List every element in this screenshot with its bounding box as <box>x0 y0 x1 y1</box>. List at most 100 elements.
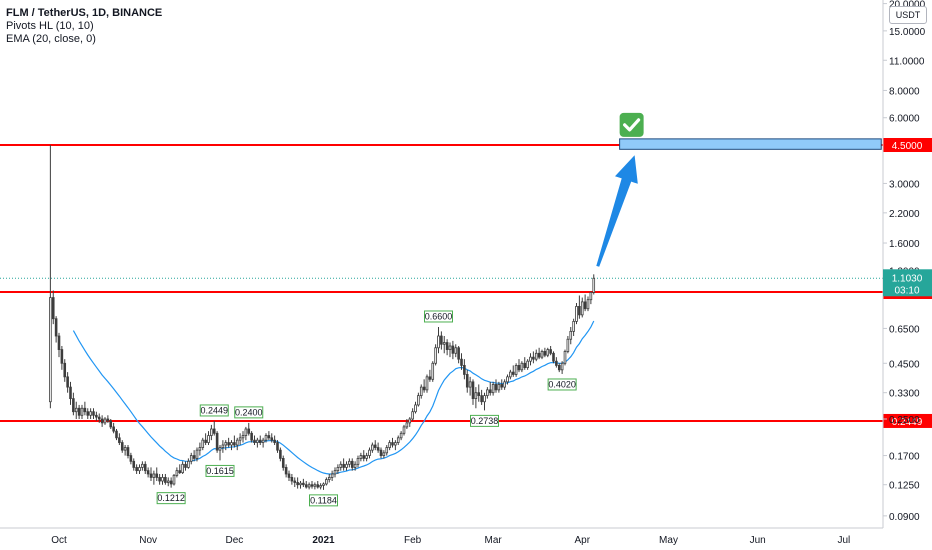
candle-body <box>552 352 555 362</box>
pivot-low-label: 0.2738 <box>471 416 499 426</box>
candle-body <box>302 482 305 486</box>
currency-button[interactable]: USDT <box>889 6 927 24</box>
price-tick-label: 0.4500 <box>889 359 920 370</box>
candles <box>49 145 596 490</box>
candle-body <box>129 455 133 462</box>
candle-body <box>307 484 311 488</box>
candle-body <box>463 365 466 375</box>
price-countdown-label: 03:10 <box>894 285 919 296</box>
candle-body <box>313 484 317 487</box>
target-zone-box[interactable] <box>619 138 882 150</box>
candle-body <box>132 460 136 468</box>
candle-body <box>299 482 302 486</box>
candle-body <box>382 452 386 456</box>
candle-body <box>187 460 190 468</box>
candle-body <box>391 442 394 446</box>
candle-body <box>580 301 584 316</box>
candle-body <box>477 392 481 397</box>
price-tick-label: 0.2500 <box>889 415 920 426</box>
ema-line <box>72 320 595 475</box>
candle-body <box>405 422 409 428</box>
candle-body <box>284 467 288 475</box>
candle-body <box>296 482 299 486</box>
candle-body <box>566 338 570 352</box>
candle-body <box>198 447 202 451</box>
candle-body <box>95 414 98 418</box>
candle-body <box>204 439 207 443</box>
indicator-ema[interactable]: EMA (20, close, 0) <box>6 33 96 45</box>
candle-body <box>169 480 173 485</box>
pivot-low-label: 0.4020 <box>548 379 576 389</box>
level-price-badge <box>883 138 932 152</box>
candle-body <box>356 457 360 465</box>
price-tick-label: 0.6500 <box>889 324 920 335</box>
candle-body <box>103 418 107 424</box>
candle-body <box>273 439 276 443</box>
level-price-label: 4.5000 <box>892 141 923 152</box>
candle-body <box>207 435 210 443</box>
candle-body <box>494 384 498 391</box>
candle-body <box>414 404 417 413</box>
candle-body <box>520 362 524 371</box>
ema-20-line <box>72 320 595 475</box>
candle-body <box>589 292 593 301</box>
pivot-label-box <box>424 310 453 323</box>
candle-body <box>465 374 469 388</box>
candle-body <box>49 297 52 403</box>
pivot-label-box <box>309 494 338 507</box>
candle-body <box>227 442 230 446</box>
candle-body <box>195 449 199 459</box>
candle-body <box>325 479 328 485</box>
candle-body <box>152 473 156 478</box>
arrow-icon[interactable] <box>596 155 638 267</box>
current-price-label: 1.1030 <box>892 273 923 284</box>
candle-body <box>267 435 271 439</box>
candle-body <box>419 386 423 397</box>
candle-body <box>155 473 159 478</box>
candle-body <box>509 371 512 378</box>
candle-body <box>371 444 374 451</box>
candle-body <box>394 442 397 446</box>
candle-body <box>425 376 429 391</box>
candle-body <box>500 384 504 388</box>
candle-body <box>457 347 460 360</box>
candle-body <box>555 360 558 366</box>
candle-body <box>189 455 193 462</box>
candle-body <box>201 439 205 448</box>
candle-body <box>164 477 167 483</box>
candle-body <box>210 428 213 436</box>
candle-body <box>316 484 320 488</box>
candle-body <box>135 467 138 472</box>
candle-body <box>100 418 104 424</box>
candle-body <box>385 447 389 454</box>
pivot-label-box <box>156 492 186 505</box>
drawings[interactable] <box>596 112 882 267</box>
price-tick-label: 15.0000 <box>889 27 926 38</box>
candle-body <box>123 447 127 451</box>
candle-body <box>534 352 538 360</box>
candle-body <box>322 483 325 486</box>
candle-body <box>264 435 268 441</box>
candle-body <box>256 439 259 443</box>
candle-body <box>434 347 437 364</box>
candle-body <box>474 392 478 400</box>
symbol-title[interactable]: FLM / TetherUS, 1D, BINANCE <box>6 7 163 19</box>
candle-body <box>440 335 443 345</box>
time-tick-label: May <box>659 535 678 546</box>
pivot-label-box <box>199 404 229 417</box>
candle-body <box>336 467 340 472</box>
candle-body <box>563 351 567 364</box>
time-tick-label: Apr <box>574 535 590 546</box>
time-tick-label: Jul <box>837 535 850 546</box>
candle-body <box>261 439 265 443</box>
candle-body <box>304 484 308 488</box>
candle-body <box>89 411 92 416</box>
candle-body <box>411 411 414 420</box>
check-icon <box>623 118 641 132</box>
candle-body <box>238 437 242 441</box>
price-tick-label: 0.1250 <box>889 481 920 492</box>
indicator-pivots[interactable]: Pivots HL (10, 10) <box>6 20 94 32</box>
candle-body <box>141 463 144 468</box>
